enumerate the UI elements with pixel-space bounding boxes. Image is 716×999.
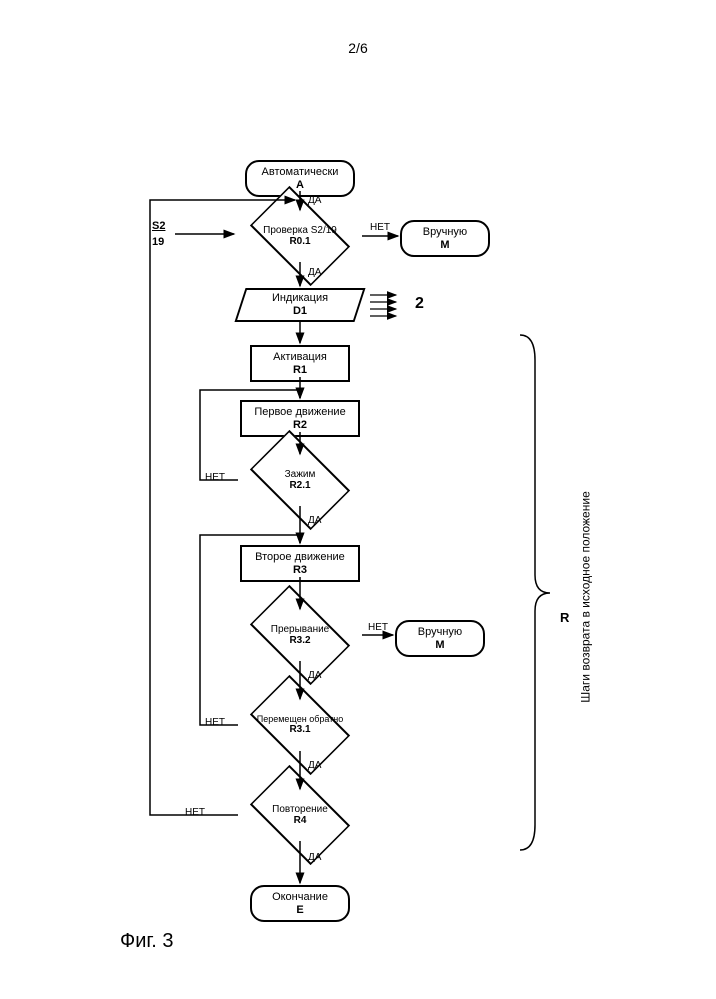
node-code: D1	[293, 305, 307, 318]
node-first-move-r2: Первое движение R2	[240, 400, 360, 437]
node-repeat-r4: Повторение R4	[245, 787, 355, 843]
node-code: E	[296, 904, 303, 916]
label-no-r32-m: НЕТ	[368, 622, 388, 633]
node-code: R3.1	[289, 724, 310, 736]
node-title: Первое движение	[254, 406, 345, 418]
node-title: Проверка S2/19	[263, 225, 337, 237]
node-code: R4	[294, 815, 307, 827]
node-title: Перемещен обратно	[257, 714, 344, 724]
node-title: Окончание	[272, 891, 328, 903]
label-no-r01-m: НЕТ	[370, 222, 390, 233]
node-code: R1	[293, 364, 307, 376]
label-yes-r32-r31: ДА	[308, 670, 321, 681]
brace-text: Шаги возврата в исходное положение	[579, 491, 593, 702]
label-no-r21-loop: НЕТ	[205, 472, 225, 483]
node-title: Прерывание	[271, 624, 330, 636]
label-yes-r21-r3: ДА	[308, 515, 321, 526]
node-code: R0.1	[289, 236, 310, 248]
node-code: A	[296, 179, 304, 191]
node-clamp-r21: Зажим R2.1	[245, 452, 355, 508]
label-no-r31-loop: НЕТ	[205, 717, 225, 728]
node-interrupt-r32: Прерывание R3.2	[245, 607, 355, 663]
node-code: M	[440, 239, 449, 251]
label-yes-a-r01: ДА	[308, 195, 321, 206]
node-title: Вручную	[423, 226, 467, 238]
node-check-r01: Проверка S2/19 R0.1	[245, 208, 355, 264]
node-code: R3.2	[289, 635, 310, 647]
node-movedback-r31: Перемещен обратно R3.1	[245, 697, 355, 753]
node-title: Активация	[273, 351, 327, 363]
node-title: Индикация	[272, 292, 328, 305]
label-yes-r01-d1: ДА	[308, 267, 321, 278]
node-title: Автоматически	[262, 166, 339, 178]
label-yes-r4-e: ДА	[308, 852, 321, 863]
flowchart: Автоматически A Проверка S2/19 R0.1 Вруч…	[0, 0, 716, 999]
node-code: R3	[293, 564, 307, 576]
node-title: Повторение	[272, 804, 328, 816]
side-label-19: 19	[152, 236, 164, 248]
node-indication-d1: Индикация D1	[240, 288, 360, 322]
node-second-move-r3: Второе движение R3	[240, 545, 360, 582]
node-code: R2	[293, 419, 307, 431]
node-auto-a: Автоматически A	[245, 160, 355, 197]
node-title: Второе движение	[255, 551, 345, 563]
brace-caption: Шаги возврата в исходное положение	[579, 491, 593, 702]
side-label-d1-arrows-2: 2	[415, 295, 424, 313]
node-manual-m2: Вручную M	[395, 620, 485, 657]
side-label-s2: S2	[152, 220, 165, 232]
node-title: Вручную	[418, 626, 462, 638]
connectors	[0, 0, 716, 999]
label-no-r4-loop: НЕТ	[185, 807, 205, 818]
node-manual-m1: Вручную M	[400, 220, 490, 257]
label-yes-r31-r4: ДА	[308, 760, 321, 771]
node-activate-r1: Активация R1	[250, 345, 350, 382]
brace-code: R	[560, 610, 569, 625]
node-end-e: Окончание E	[250, 885, 350, 922]
node-code: R2.1	[289, 480, 310, 492]
node-code: M	[435, 639, 444, 651]
node-title: Зажим	[285, 469, 316, 481]
